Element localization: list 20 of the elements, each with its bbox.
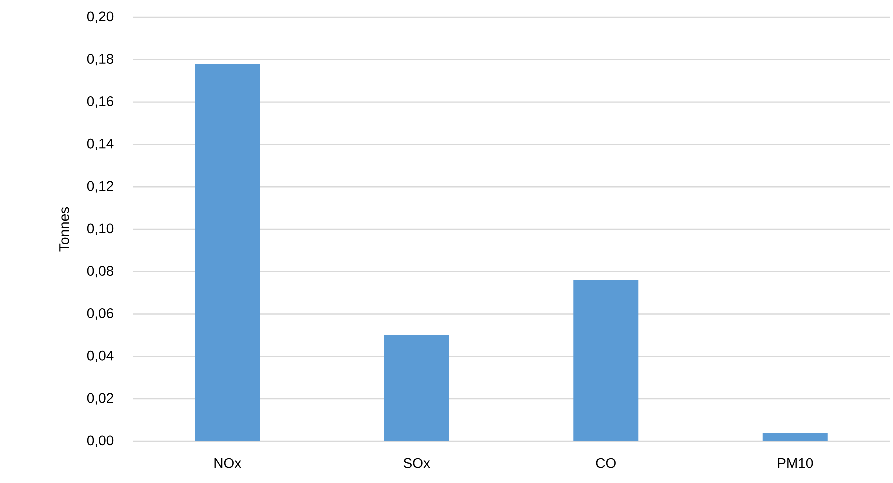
y-tick-label: 0,06 [87, 308, 114, 320]
bar [574, 280, 639, 442]
y-tick-label: 0,08 [87, 266, 114, 278]
y-tick-label: 0,14 [87, 138, 114, 150]
y-tick-label: 0,18 [87, 54, 114, 66]
y-tick-label: 0,10 [87, 224, 114, 236]
x-tick-label: CO [596, 458, 616, 468]
bar [384, 335, 450, 442]
y-tick-label: 0,02 [87, 393, 114, 405]
y-tick-label: 0,16 [87, 96, 114, 108]
x-tick-label: SOx [404, 458, 430, 468]
x-tick-label: NOx [214, 458, 242, 468]
y-tick-label: 0,20 [87, 12, 114, 24]
bar [762, 433, 828, 442]
x-tick-label: PM10 [778, 458, 814, 468]
y-axis-title: Tonnes [60, 207, 70, 252]
bar [195, 64, 260, 442]
y-tick-label: 0,12 [87, 181, 114, 193]
y-tick-label: 0,04 [87, 350, 114, 362]
y-tick-label: 0,00 [87, 436, 114, 448]
